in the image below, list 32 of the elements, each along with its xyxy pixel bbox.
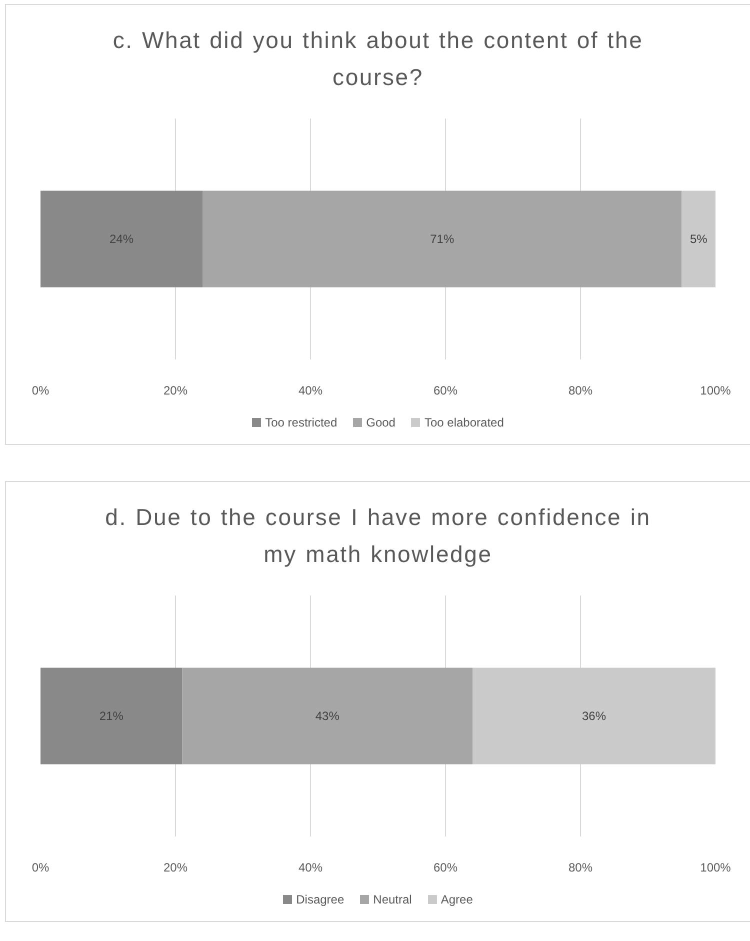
bar <box>182 668 472 764</box>
legend-label: Agree <box>440 892 473 906</box>
x-tick-label: 60% <box>433 860 458 874</box>
x-tick-label: 0% <box>32 860 50 874</box>
x-tick-label: 80% <box>568 384 593 398</box>
x-tick-label: 20% <box>163 384 188 398</box>
legend-label: Neutral <box>373 892 412 906</box>
bar <box>40 668 182 764</box>
data-label: 21% <box>99 709 124 723</box>
x-tick-label: 100% <box>700 860 732 874</box>
data-label: 71% <box>430 232 454 246</box>
data-label: 5% <box>690 232 708 246</box>
data-label: 24% <box>109 232 134 246</box>
chart-title: d. Due to the course I have more confidence in my math knowledge <box>105 503 651 569</box>
bar <box>40 190 202 288</box>
data-label: 43% <box>315 709 340 723</box>
x-tick-label: 20% <box>163 860 188 874</box>
x-tick-label: 40% <box>298 384 323 398</box>
x-tick-label: 100% <box>700 384 732 398</box>
data-label: 36% <box>582 709 606 723</box>
x-tick-label: 0% <box>32 384 50 398</box>
x-tick-label: 80% <box>568 860 593 874</box>
legend-label: Good <box>366 415 396 430</box>
bar <box>472 668 716 764</box>
legend-label: Too restricted <box>265 415 338 430</box>
legend-label: Disagree <box>296 892 344 906</box>
legend-label: Too elaborated <box>424 415 504 430</box>
bar <box>202 190 682 288</box>
x-tick-label: 60% <box>433 384 458 398</box>
chart-title: c. What did you think about the content of the course? <box>112 26 644 92</box>
bar <box>682 190 716 288</box>
x-tick-label: 40% <box>298 860 323 874</box>
